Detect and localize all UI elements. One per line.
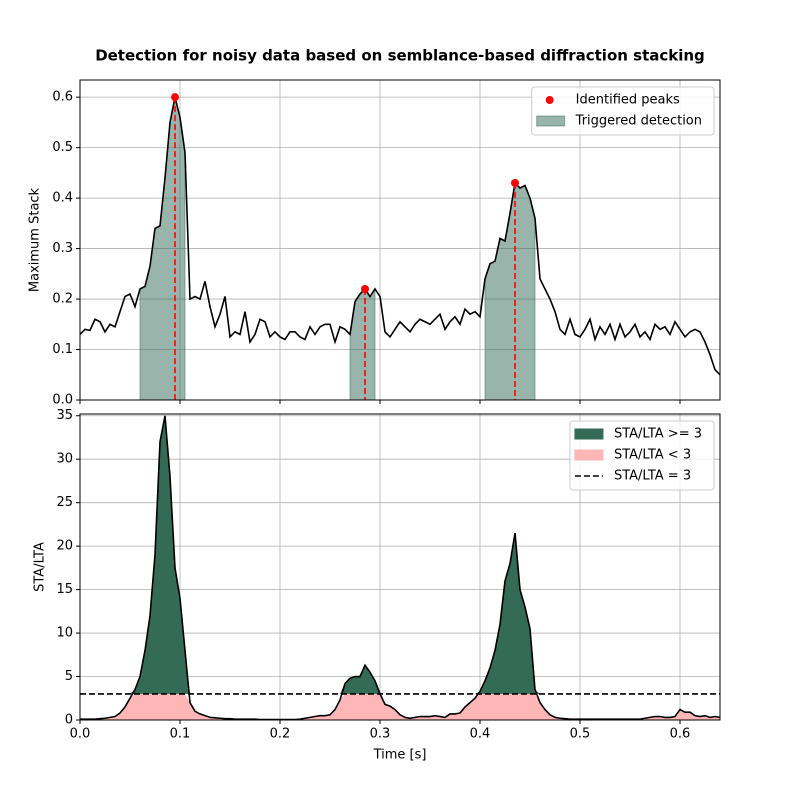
area-above — [80, 415, 720, 694]
x-axis-label: Time [s] — [373, 748, 427, 763]
peak-marker — [361, 284, 369, 293]
legend: Identified peaks Triggered detection — [531, 86, 715, 136]
legend-box — [569, 420, 715, 491]
x-tick-label: 0.1 — [170, 727, 191, 742]
legend-swatch — [574, 449, 604, 461]
y-tick-label: 0.3 — [52, 241, 73, 256]
data-line — [80, 96, 720, 376]
legend-label: STA/LTA >= 3 — [614, 427, 702, 442]
legend-label: STA/LTA < 3 — [614, 448, 691, 463]
y-tick-label: 10 — [56, 626, 73, 641]
axes-frame — [79, 79, 721, 401]
legend-label: STA/LTA = 3 — [614, 469, 691, 484]
y-tick-label: 0.1 — [52, 342, 73, 357]
y-tick-label: 30 — [56, 452, 73, 467]
peak-marker — [171, 93, 179, 102]
y-tick-label: 0.6 — [52, 90, 73, 105]
y-tick-label: 35 — [56, 408, 73, 423]
y-tick-label: 0.0 — [52, 393, 73, 408]
legend: STA/LTA >= 3 STA/LTA < 3 STA/LTA = 3 — [569, 420, 715, 491]
area-below — [80, 693, 720, 720]
legend-label: Identified peaks — [576, 93, 680, 108]
legend-swatch — [536, 115, 566, 127]
y-tick-label: 0.4 — [52, 191, 73, 206]
peak-marker — [511, 178, 519, 187]
legend-swatch — [574, 428, 604, 440]
y-tick-label: 20 — [56, 539, 73, 554]
x-tick-label: 0.2 — [270, 727, 291, 742]
legend-box — [531, 86, 715, 136]
x-tick-label: 0.4 — [470, 727, 491, 742]
x-tick-label: 0.0 — [70, 727, 91, 742]
y-tick-label: 25 — [56, 495, 73, 510]
y-tick-label: 15 — [56, 582, 73, 597]
legend-marker — [545, 96, 554, 104]
x-tick-label: 0.5 — [570, 727, 591, 742]
axes-frame — [79, 413, 721, 721]
y-tick-label: 0.5 — [52, 140, 73, 155]
data-line — [80, 415, 720, 720]
y-axis-label: STA/LTA — [33, 542, 48, 592]
x-tick-label: 0.6 — [670, 727, 691, 742]
x-tick-label: 0.3 — [370, 727, 391, 742]
y-axis-label: Maximum Stack — [28, 187, 43, 292]
y-tick-label: 0.2 — [52, 292, 73, 307]
legend-label: Triggered detection — [575, 114, 702, 129]
chart-title: Detection for noisy data based on sembla… — [95, 47, 705, 65]
y-tick-label: 5 — [65, 669, 73, 684]
y-tick-label: 0 — [65, 713, 73, 728]
